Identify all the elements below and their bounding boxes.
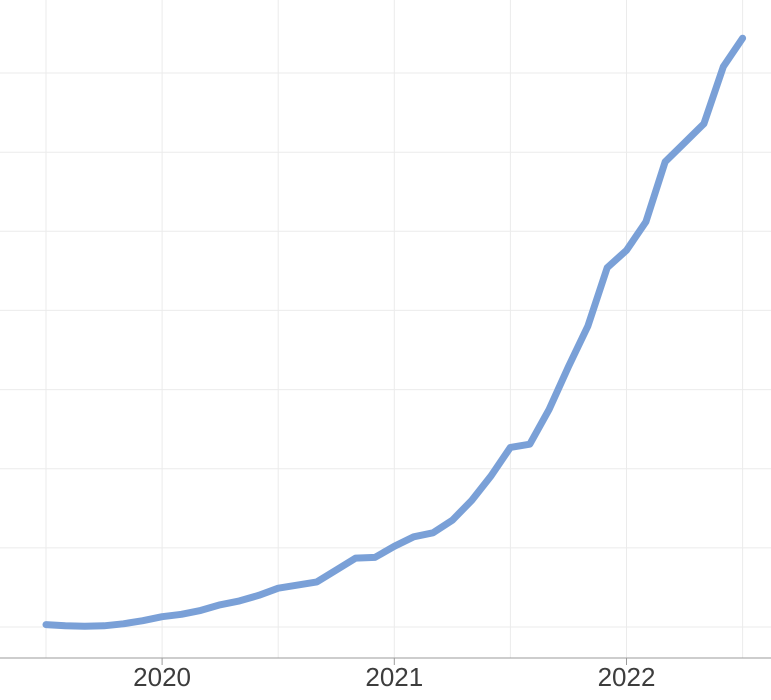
x-tick-label: 2020 <box>133 662 191 692</box>
x-tick-label: 2021 <box>365 662 423 692</box>
x-tick-label: 2022 <box>598 662 656 692</box>
data-line-series <box>42 34 747 630</box>
